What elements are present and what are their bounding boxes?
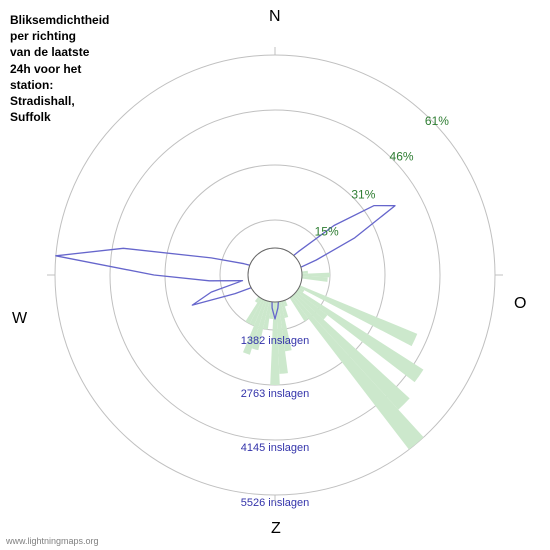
strike-line bbox=[56, 206, 395, 319]
footer-credit: www.lightningmaps.org bbox=[6, 536, 99, 546]
cardinal-w: W bbox=[12, 310, 27, 328]
cardinal-s: Z bbox=[271, 520, 281, 538]
ring-label-percent: 61% bbox=[425, 114, 449, 128]
ring-label-strikes: 1382 inslagen bbox=[241, 335, 310, 347]
chart-title: Bliksemdichtheid per richting van de laa… bbox=[10, 12, 109, 125]
ring-label-strikes: 4145 inslagen bbox=[241, 442, 310, 454]
ring-label-percent: 31% bbox=[351, 188, 375, 202]
ring-label-percent: 15% bbox=[315, 224, 339, 238]
cardinal-n: N bbox=[269, 8, 281, 26]
ring-label-percent: 46% bbox=[390, 149, 414, 163]
cardinal-e: O bbox=[514, 295, 526, 313]
center-circle bbox=[248, 248, 302, 302]
ring-label-strikes: 2763 inslagen bbox=[241, 388, 310, 400]
